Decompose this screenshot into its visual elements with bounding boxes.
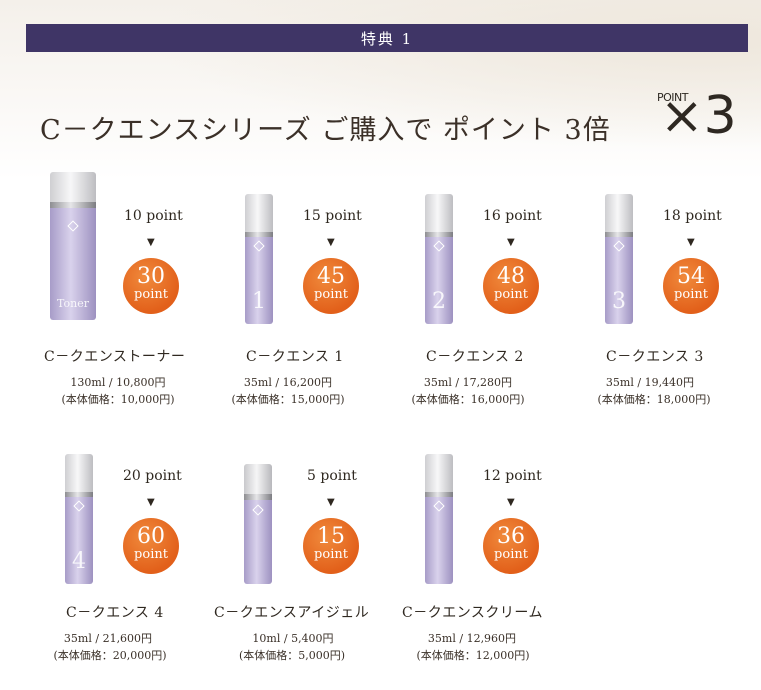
base-points: 5 point bbox=[307, 468, 357, 484]
arrow-down-icon: ▼ bbox=[507, 497, 515, 508]
product-base-price: (本体価格：18,000円) bbox=[597, 393, 711, 406]
product-base-price: (本体価格：10,000円) bbox=[61, 393, 175, 406]
product-base-price: (本体価格：12,000円) bbox=[416, 649, 530, 662]
product-name: C－クエンス 2 bbox=[426, 349, 524, 365]
arrow-down-icon: ▼ bbox=[327, 237, 335, 248]
product-bottle-image: 4 bbox=[65, 454, 93, 584]
product-card-c2[interactable]: 2 16 point ▼ 48 point C－クエンス 2 35ml / 17… bbox=[380, 172, 560, 422]
product-price: 35ml / 16,200円 bbox=[243, 376, 333, 389]
product-card-c4[interactable]: 4 20 point ▼ 60 point C－クエンス 4 35ml / 21… bbox=[20, 432, 200, 682]
product-bottle-image bbox=[244, 464, 272, 584]
product-base-price: (本体価格：20,000円) bbox=[53, 649, 167, 662]
base-points: 12 point bbox=[483, 468, 542, 484]
multiplied-points-badge: 54 point bbox=[663, 258, 719, 314]
multiplied-points-badge: 36 point bbox=[483, 518, 539, 574]
base-points: 10 point bbox=[124, 208, 183, 224]
product-base-price: (本体価格：16,000円) bbox=[411, 393, 525, 406]
product-bottle-image: 1 bbox=[245, 194, 273, 324]
multiplied-points-badge: 30 point bbox=[123, 258, 179, 314]
product-card-eye-gel[interactable]: 5 point ▼ 15 point C－クエンスアイジェル 10ml / 5,… bbox=[200, 432, 380, 682]
product-price: 10ml / 5,400円 bbox=[252, 632, 334, 645]
base-points: 20 point bbox=[123, 468, 182, 484]
product-name: C－クエンス 1 bbox=[246, 349, 344, 365]
badge-label: POINT bbox=[657, 91, 688, 104]
product-name: C－クエンス 3 bbox=[606, 349, 704, 365]
product-price: 35ml / 19,440円 bbox=[605, 376, 695, 389]
base-points: 18 point bbox=[663, 208, 722, 224]
page-headline: C－クエンスシリーズ ご購入で ポイント 3倍 bbox=[40, 115, 611, 146]
product-base-price: (本体価格：15,000円) bbox=[231, 393, 345, 406]
multiplied-points-badge: 15 point bbox=[303, 518, 359, 574]
product-card-c1[interactable]: 1 15 point ▼ 45 point C－クエンス 1 35ml / 16… bbox=[200, 172, 380, 422]
arrow-down-icon: ▼ bbox=[507, 237, 515, 248]
product-base-price: (本体価格：5,000円) bbox=[238, 649, 346, 662]
product-bottle-image bbox=[425, 454, 453, 584]
product-price: 35ml / 21,600円 bbox=[63, 632, 153, 645]
base-points: 15 point bbox=[303, 208, 362, 224]
banner-label: 特典 1 bbox=[360, 29, 414, 48]
product-card-cream[interactable]: 12 point ▼ 36 point C－クエンスクリーム 35ml / 12… bbox=[380, 432, 560, 682]
product-bottle-image: Toner bbox=[50, 172, 96, 320]
product-name: C－クエンス 4 bbox=[66, 605, 164, 621]
product-price: 130ml / 10,800円 bbox=[70, 376, 166, 389]
product-price: 35ml / 17,280円 bbox=[423, 376, 513, 389]
product-price: 35ml / 12,960円 bbox=[427, 632, 517, 645]
product-bottle-image: 2 bbox=[425, 194, 453, 324]
multiplied-points-badge: 45 point bbox=[303, 258, 359, 314]
benefit-banner: 特典 1 bbox=[26, 24, 748, 52]
arrow-down-icon: ▼ bbox=[687, 237, 695, 248]
multiplied-points-badge: 60 point bbox=[123, 518, 179, 574]
product-bottle-image: 3 bbox=[605, 194, 633, 324]
product-card-c3[interactable]: 3 18 point ▼ 54 point C－クエンス 3 35ml / 19… bbox=[560, 172, 740, 422]
multiplied-points-badge: 48 point bbox=[483, 258, 539, 314]
arrow-down-icon: ▼ bbox=[147, 497, 155, 508]
base-points: 16 point bbox=[483, 208, 542, 224]
arrow-down-icon: ▼ bbox=[147, 237, 155, 248]
badge-multiplier: ×3 bbox=[660, 86, 737, 146]
arrow-down-icon: ▼ bbox=[327, 497, 335, 508]
product-card-toner[interactable]: Toner 10 point ▼ 30 point C－クエンストーナー 130… bbox=[20, 172, 200, 422]
product-name: C－クエンストーナー bbox=[44, 349, 186, 365]
product-name: C－クエンスアイジェル bbox=[214, 605, 370, 621]
product-name: C－クエンスクリーム bbox=[402, 605, 544, 621]
